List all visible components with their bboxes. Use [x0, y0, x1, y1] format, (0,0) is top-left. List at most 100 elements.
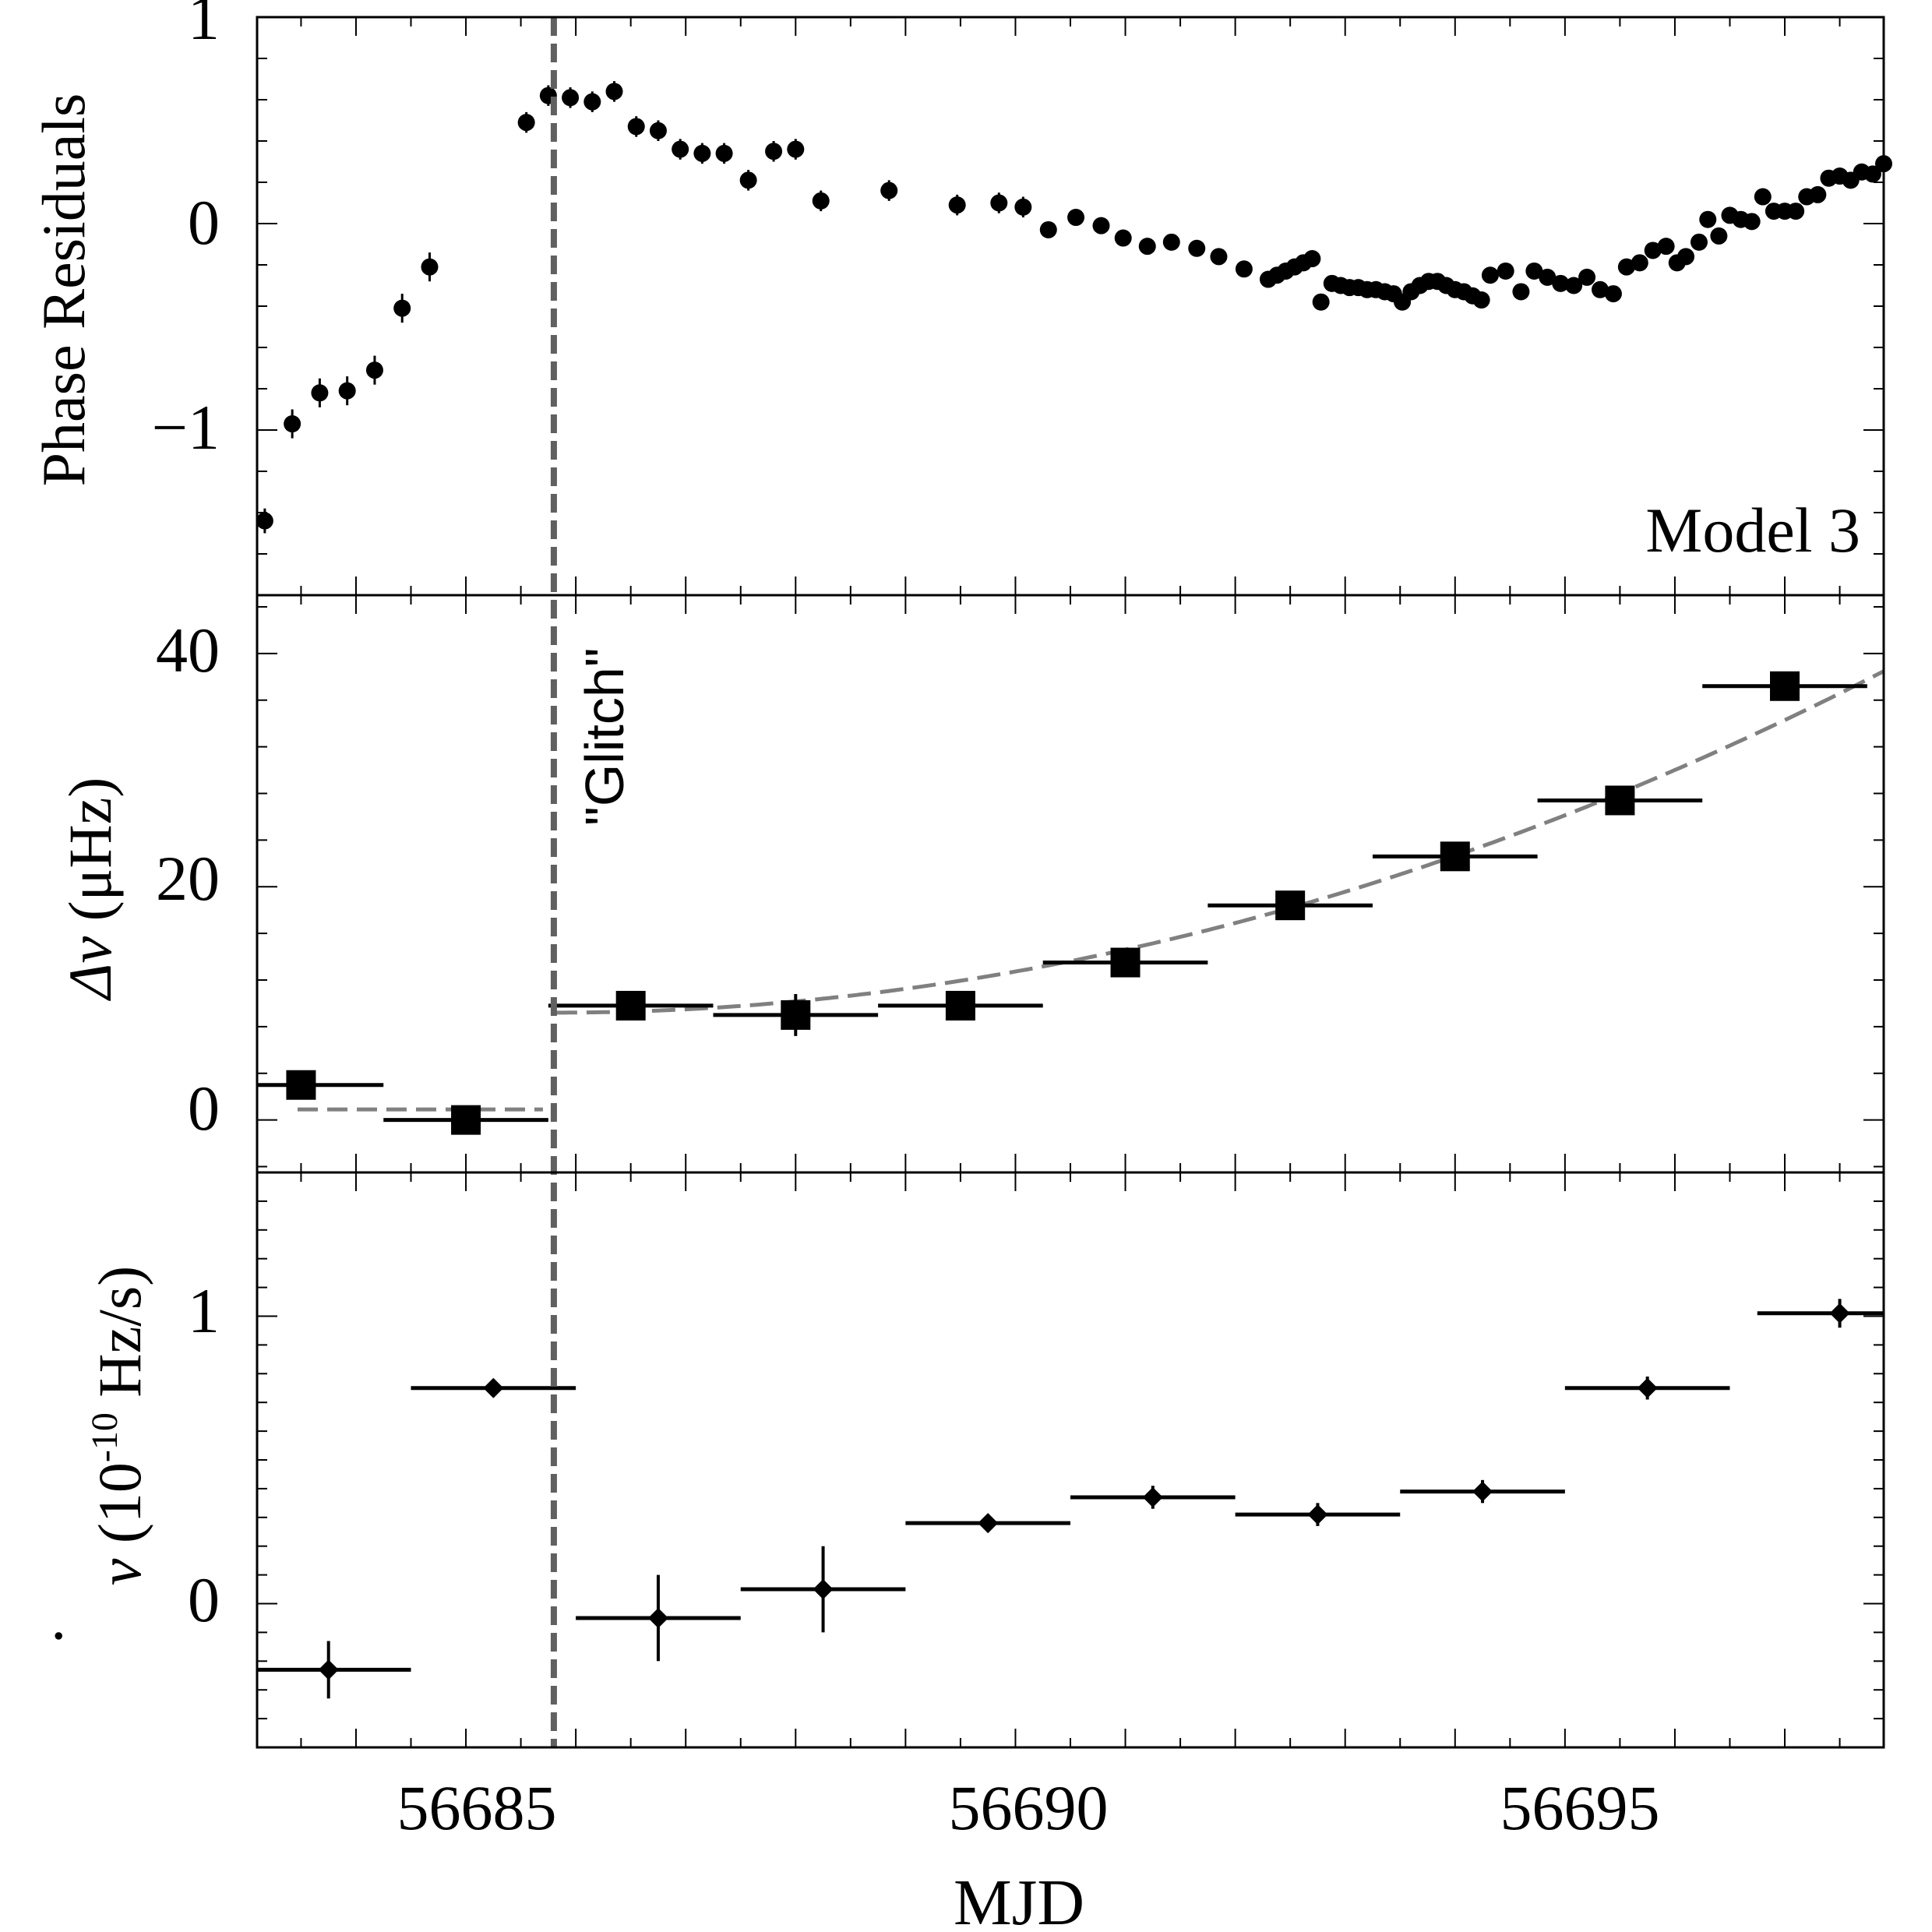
phase-residual-point	[1644, 242, 1662, 259]
phase-residual-point	[1472, 291, 1490, 309]
bottom-ylabel-sup: -10	[84, 1412, 125, 1462]
phase-residual-point	[765, 143, 783, 160]
x-axis-label: MJD	[954, 1867, 1084, 1932]
model-annotation: Model 3	[1645, 495, 1860, 566]
glitch-label: "Glitch"	[574, 647, 635, 826]
bottom-ylabel-dot: ˙	[40, 1624, 117, 1648]
middle-ylabel: Δν (μHz)	[56, 777, 124, 1002]
phase-residual-point	[1303, 250, 1321, 268]
nu-dot-point	[813, 1579, 834, 1600]
phase-residual-point	[1657, 238, 1675, 256]
nu-dot-point	[978, 1513, 999, 1534]
phase-residual-point	[1863, 165, 1881, 183]
x-tick-label-56685: 56685	[397, 1772, 557, 1843]
bottom-ylabel-text: (10	[86, 1462, 153, 1558]
phase-residual-point	[1743, 213, 1761, 231]
x-tick-label-56690: 56690	[949, 1772, 1109, 1843]
phase-residual-point	[1604, 285, 1622, 303]
phase-residual-point	[812, 192, 830, 210]
delta-nu-point	[1770, 671, 1800, 701]
middle-ylabel-unit: (μHz)	[56, 777, 124, 936]
phase-residual-point	[1677, 248, 1695, 266]
x-tick-label-56695: 56695	[1500, 1772, 1660, 1843]
phase-residual-point	[1235, 260, 1253, 278]
phase-residual-point	[1631, 254, 1648, 272]
top-y-tick-label-0: 0	[188, 187, 220, 258]
phase-residual-point	[1210, 248, 1228, 266]
phase-residual-point	[1710, 227, 1728, 245]
bottom-ylabel-symbol: ν	[86, 1558, 153, 1585]
phase-residual-point	[256, 512, 273, 530]
delta-nu-point	[615, 990, 646, 1021]
delta-nu-point	[945, 990, 975, 1021]
phase-residual-point	[672, 140, 689, 158]
phase-residual-point	[1114, 229, 1132, 247]
phase-residual-point	[605, 83, 623, 100]
nu-dot-point	[483, 1377, 504, 1398]
phase-residual-point	[1512, 283, 1530, 301]
top-y-tick-label-1: 1	[188, 0, 220, 53]
panel-frame-2	[256, 1171, 1885, 1749]
bottom-y-tick-label-0: 0	[188, 1564, 220, 1635]
phase-residual-point	[1481, 266, 1499, 284]
phase-residual-point	[990, 194, 1008, 212]
bottom-ylabel-unit: Hz/s)	[86, 1266, 153, 1412]
phase-residual-point	[1188, 239, 1206, 257]
bottom-y-tick-label-1: 1	[188, 1275, 220, 1346]
phase-residual-point	[880, 182, 898, 199]
phase-residual-point	[693, 144, 711, 162]
delta-nu-point	[781, 999, 811, 1030]
delta-nu-point	[1110, 947, 1141, 978]
top-ylabel: Phase Residuals	[30, 93, 97, 487]
phase-residual-point	[1565, 277, 1583, 294]
phase-residual-point	[739, 171, 757, 189]
phase-residual-point	[583, 93, 601, 111]
middle-y-tick-label-40: 40	[156, 615, 220, 686]
phase-residual-point	[715, 144, 733, 162]
phase-residual-point	[627, 118, 645, 136]
phase-residual-point	[393, 299, 411, 317]
phase-residual-point	[562, 89, 580, 107]
phase-residual-point	[284, 415, 301, 433]
phase-residual-point	[421, 258, 439, 276]
nu-dot-point	[318, 1659, 339, 1680]
phase-residual-point	[1754, 188, 1772, 206]
phase-residual-point	[365, 361, 383, 379]
delta-nu-point	[1275, 890, 1306, 921]
phase-residual-point	[517, 114, 535, 132]
phase-residual-point	[1497, 262, 1514, 280]
delta-nu-point	[1605, 785, 1635, 816]
nu-dot-point	[1637, 1377, 1658, 1398]
bottom-ylabel: ν (10-10 Hz/s)	[84, 1266, 153, 1586]
phase-residual-point	[311, 384, 329, 402]
phase-residual-point	[948, 196, 966, 214]
nu-dot-point	[1142, 1486, 1163, 1507]
data-layer	[256, 81, 1892, 1699]
delta-nu-point	[451, 1105, 481, 1135]
middle-y-tick-label-0: 0	[188, 1073, 220, 1144]
phase-residual-point	[1699, 210, 1717, 228]
phase-residual-point	[1690, 233, 1708, 251]
phase-residual-point	[338, 382, 356, 400]
phase-residual-point	[1592, 280, 1609, 298]
middle-y-tick-label-20: 20	[156, 843, 220, 914]
phase-residual-point	[1809, 185, 1827, 203]
frame-layer	[256, 16, 1885, 1749]
phase-residual-point	[1552, 274, 1570, 292]
tick-layer	[257, 16, 1884, 1748]
phase-residual-point	[1539, 268, 1557, 286]
nu-dot-point	[1472, 1481, 1493, 1502]
phase-residual-point	[1312, 293, 1330, 311]
phase-residual-point	[1092, 217, 1110, 234]
nu-dot-point	[1829, 1303, 1850, 1324]
phase-residual-point	[1014, 198, 1032, 216]
post-glitch-model-curve	[553, 669, 1885, 1015]
top-y-tick-label-neg1: −1	[152, 392, 220, 463]
delta-nu-point	[286, 1070, 316, 1100]
phase-residual-point	[1617, 258, 1635, 276]
phase-residual-point	[1162, 233, 1180, 251]
phase-residual-point	[1138, 238, 1156, 256]
nu-dot-point	[647, 1607, 668, 1628]
